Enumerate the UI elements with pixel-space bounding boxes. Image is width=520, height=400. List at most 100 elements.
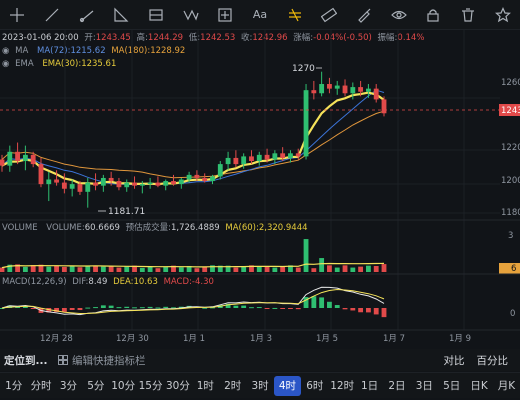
moving-average-lines	[1, 89, 385, 186]
candle-body	[93, 182, 98, 186]
candle-body	[38, 164, 44, 185]
volume-label: VOLUME:	[46, 223, 85, 233]
period-10m[interactable]: 10分	[111, 379, 136, 392]
candle-body	[54, 179, 59, 183]
ray-tool[interactable]	[69, 0, 104, 30]
volume-bar	[171, 265, 176, 272]
macd-histogram-bar	[210, 307, 215, 309]
volume-toggle[interactable]: VOLUME	[2, 223, 38, 233]
rectangle-tool[interactable]	[139, 0, 174, 30]
period-12h[interactable]: 12时	[330, 379, 355, 392]
candle-body	[171, 181, 176, 185]
delete-tool[interactable]	[451, 0, 486, 30]
price-axis-label: 1260	[501, 78, 520, 88]
macd-histogram-bar	[85, 307, 91, 309]
period-3h[interactable]: 3时	[251, 379, 269, 392]
ema30-label: EMA(30):	[42, 59, 82, 69]
crosshair-tool[interactable]	[0, 0, 35, 30]
wave-tool[interactable]	[173, 0, 208, 30]
period-30m[interactable]: 30分	[166, 379, 190, 392]
candle-body	[139, 184, 145, 186]
volume-current-tag-text: 6	[511, 264, 516, 274]
volume-ma60-value: 2,320.9444	[258, 223, 308, 233]
visibility-tool[interactable]	[381, 0, 416, 30]
period-timeline[interactable]: 分时	[30, 379, 52, 392]
candle-body	[46, 179, 52, 185]
volume-bar	[217, 265, 223, 272]
candle-body	[0, 159, 5, 166]
measure-tool[interactable]	[208, 0, 243, 30]
ma-info: ◉ MA MA(72):1215.62 MA(180):1228.92	[2, 45, 188, 57]
candle-body	[288, 153, 293, 158]
price-axis: 1260 1220 1200 1180 1243	[499, 78, 520, 218]
period-3m[interactable]: 3分	[59, 379, 78, 392]
volume-bar	[22, 266, 28, 272]
period-2h[interactable]: 2时	[224, 379, 242, 392]
period-4h[interactable]: 4时	[273, 375, 302, 396]
macd-info: MACD(12,26,9) DIF:8.49 DEA:10.63 MACD:-4…	[2, 276, 217, 288]
volume-bar	[46, 266, 52, 272]
period-1h[interactable]: 1时	[196, 379, 214, 392]
brush-tool[interactable]	[347, 0, 382, 30]
macd-label: MACD:	[163, 277, 192, 287]
period-15m[interactable]: 15分	[138, 379, 163, 392]
locate-button[interactable]: 定位到...	[4, 354, 48, 367]
ruler-tool[interactable]	[312, 0, 347, 30]
high-value: 1244.29	[147, 33, 184, 43]
macd-toggle[interactable]: MACD(12,26,9)	[2, 277, 67, 287]
candle-date: 2023-01-06 20:00	[2, 33, 79, 43]
bottom-bar: 定位到... 编辑快捷指标栏 对比 百分比	[0, 349, 520, 371]
candle-body	[373, 88, 379, 100]
volume-axis-label: 3	[508, 231, 513, 241]
text-tool[interactable]: Aa	[243, 0, 278, 30]
period-5d[interactable]: 5日	[443, 379, 461, 392]
line-tool[interactable]	[35, 0, 70, 30]
candle-body	[264, 154, 270, 160]
volume-ma60-label: MA(60):	[225, 223, 259, 233]
period-month-k[interactable]: 月K	[497, 379, 516, 392]
macd-histogram-bar	[241, 305, 247, 308]
period-1m[interactable]: 1分	[5, 379, 23, 392]
candle-body	[295, 153, 301, 157]
period-5m[interactable]: 5分	[87, 379, 105, 392]
candle-body	[61, 182, 67, 189]
period-day-k[interactable]: 日K	[470, 379, 488, 392]
wave-icon	[183, 9, 199, 21]
close-label: 收:	[241, 33, 253, 43]
period-6h[interactable]: 6时	[306, 379, 324, 392]
volume-bar	[311, 268, 317, 272]
volume-bar	[365, 265, 371, 272]
candle-body	[358, 87, 364, 92]
candle-body	[194, 174, 200, 178]
triangle-tool[interactable]	[104, 0, 139, 30]
volume-bar	[85, 265, 91, 272]
current-price-tag-text: 1243	[501, 106, 520, 116]
macd-histogram-bar	[147, 306, 153, 308]
candle-body	[124, 182, 130, 188]
percent-button[interactable]: 百分比	[476, 354, 509, 367]
edit-shortcut-button[interactable]: 编辑快捷指标栏	[58, 353, 146, 368]
period-2d[interactable]: 2日	[388, 379, 406, 392]
ema-toggle[interactable]: ◉ EMA	[2, 59, 37, 69]
eye-icon	[390, 10, 407, 19]
volume-bar	[69, 265, 75, 272]
lock-tool[interactable]	[416, 0, 451, 30]
price-axis-label: 1220	[501, 143, 520, 153]
time-axis-label: 1月 3	[250, 334, 272, 344]
magnet-tool[interactable]	[277, 0, 312, 30]
period-3d[interactable]: 3日	[415, 379, 433, 392]
contrast-button[interactable]: 对比	[443, 354, 465, 367]
ma-toggle[interactable]: ◉ MA	[2, 46, 31, 56]
ray-icon	[79, 10, 94, 22]
volume-bar	[30, 265, 36, 272]
candle-body	[30, 154, 36, 165]
period-1d[interactable]: 1日	[360, 379, 379, 392]
macd-histogram-bar	[163, 306, 169, 308]
candlesticks	[0, 71, 387, 208]
candle-body	[132, 182, 137, 186]
favorite-tool[interactable]	[485, 0, 520, 30]
macd-histogram-bar	[116, 307, 122, 309]
volume-ma-line	[1, 262, 385, 269]
volume-bar	[116, 267, 122, 272]
kline-chart[interactable]: 1270 1181.71 1260 1220 1200 1180 1243 3 …	[0, 0, 520, 348]
